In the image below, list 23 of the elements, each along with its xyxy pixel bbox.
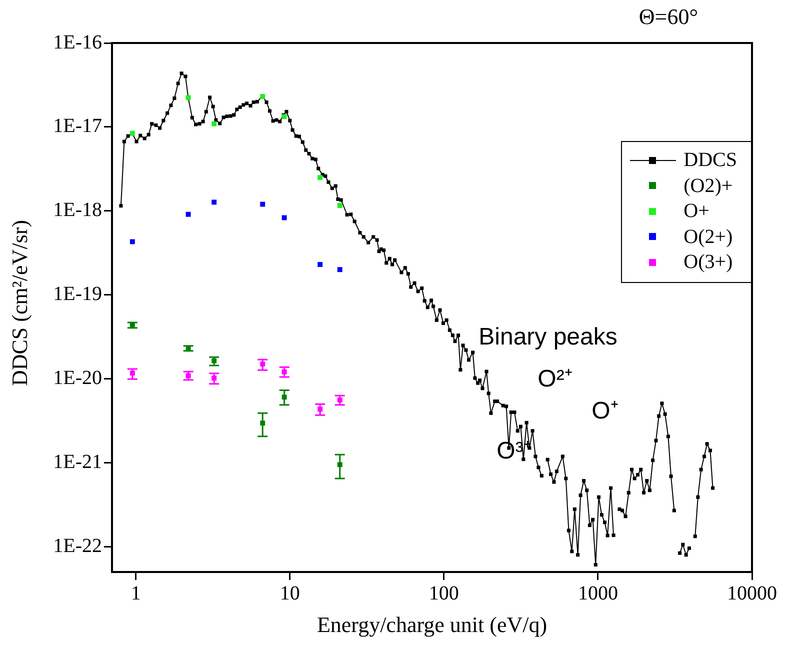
x-tick-label: 1 <box>130 582 141 604</box>
annotation: Binary peaks <box>478 324 618 351</box>
x-axis-title: Energy/charge unit (eV/q) <box>316 612 548 638</box>
annotation: O⁺ <box>592 398 618 425</box>
x-tick-label: 1000 <box>578 582 618 604</box>
y-tick-label: 1E-22 <box>53 534 102 557</box>
y-axis-title: DDCS (cm²/eV/sr) <box>7 218 33 388</box>
x-tick-label: 10000 <box>727 582 777 604</box>
annotation: O²⁺ <box>538 366 572 393</box>
y-tick-label: 1E-17 <box>53 115 102 138</box>
y-tick-label: 1E-21 <box>53 451 102 474</box>
legend-label: O+ <box>684 200 710 224</box>
legend-label: DDCS <box>684 149 737 172</box>
y-tick-label: 1E-16 <box>53 31 102 54</box>
legend-label: O(3+) <box>684 251 733 274</box>
y-tick-label: 1E-18 <box>53 199 102 222</box>
x-tick-label: 100 <box>428 582 459 604</box>
legend-label: (O2)+ <box>684 174 733 198</box>
y-tick-label: 1E-19 <box>53 283 102 306</box>
y-tick-label: 1E-20 <box>53 367 102 390</box>
x-tick-label: 10 <box>280 582 300 604</box>
legend-label: O(2+) <box>684 226 733 249</box>
chart-title: Θ=60° <box>638 4 698 30</box>
